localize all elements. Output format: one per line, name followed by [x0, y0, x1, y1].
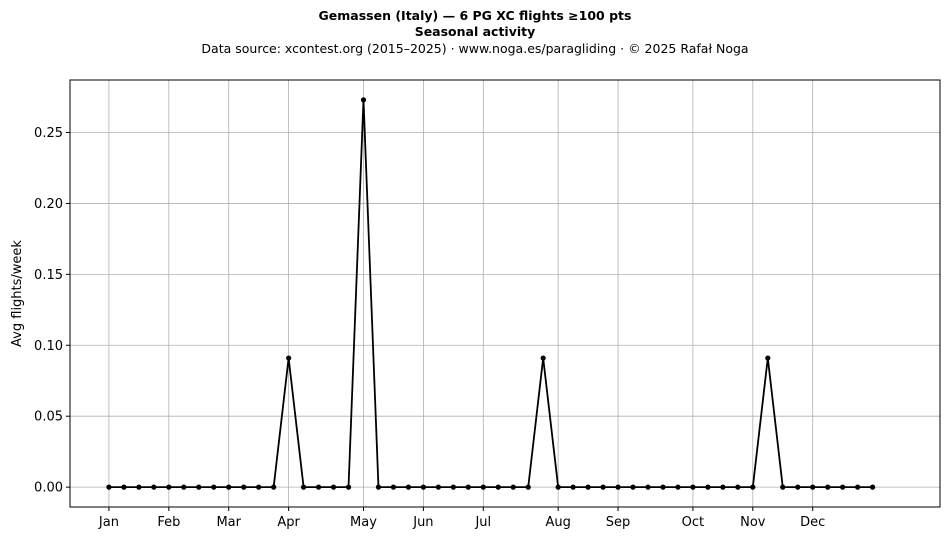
data-point	[690, 484, 696, 490]
data-point	[615, 484, 621, 490]
chart-title: Gemassen (Italy) — 6 PG XC flights ≥100 …	[318, 8, 632, 23]
data-point	[480, 484, 486, 490]
data-point	[660, 484, 666, 490]
x-tick-label: Sep	[606, 515, 631, 530]
y-axis-label: Avg flights/week	[10, 240, 25, 347]
data-point	[360, 97, 367, 103]
y-tick-label: 0.20	[34, 197, 63, 212]
data-point	[780, 484, 786, 490]
data-point	[555, 484, 561, 490]
data-point	[330, 484, 337, 490]
data-point	[675, 484, 681, 490]
title-block: Gemassen (Italy) — 6 PG XC flights ≥100 …	[0, 8, 950, 58]
data-point	[256, 484, 262, 490]
data-point	[735, 484, 741, 490]
data-point	[241, 484, 247, 490]
x-tick-label: Jun	[412, 515, 433, 530]
data-point	[166, 484, 172, 490]
axes-frame	[69, 79, 941, 508]
data-point	[405, 484, 412, 490]
data-point	[585, 484, 591, 490]
x-tick-label: May	[350, 515, 377, 530]
y-tick-label: 0.25	[34, 126, 63, 141]
data-point	[540, 355, 546, 361]
y-tick-label: 0.15	[34, 268, 63, 283]
data-point	[645, 484, 651, 490]
data-point	[810, 484, 816, 490]
data-point	[600, 484, 606, 490]
data-point	[375, 484, 382, 490]
data-point	[226, 484, 232, 490]
x-tick-label: Nov	[740, 515, 766, 530]
x-tick-label: Feb	[157, 515, 180, 530]
data-point	[420, 484, 426, 490]
data-point	[181, 484, 187, 490]
chart-subtitle: Data source: xcontest.org (2015–2025) · …	[201, 41, 749, 56]
data-point	[510, 484, 516, 490]
data-point	[435, 484, 441, 490]
x-tick-label: Dec	[800, 515, 825, 530]
chart-title-line2: Seasonal activity	[414, 24, 536, 39]
data-point	[390, 484, 397, 490]
y-tick-label: 0.05	[34, 410, 63, 425]
data-point	[840, 484, 846, 490]
x-tick-label: Jan	[98, 515, 119, 530]
data-point	[630, 484, 636, 490]
data-point	[720, 484, 726, 490]
data-point	[765, 355, 771, 361]
data-point	[106, 484, 112, 490]
data-point	[271, 484, 277, 490]
x-tick-label: Jul	[474, 515, 491, 530]
data-point	[450, 484, 456, 490]
y-tick-label: 0.00	[34, 481, 63, 496]
data-point	[465, 484, 471, 490]
data-point	[300, 484, 307, 490]
data-point	[345, 484, 352, 490]
x-tick-label: Oct	[682, 515, 704, 530]
x-tick-label: Mar	[216, 515, 241, 530]
data-point	[495, 484, 501, 490]
data-point	[136, 484, 142, 490]
data-point	[705, 484, 711, 490]
data-point	[825, 484, 831, 490]
y-tick-label: 0.10	[34, 339, 63, 354]
data-point	[286, 355, 292, 361]
data-point	[750, 484, 756, 490]
data-point	[570, 484, 576, 490]
x-tick-label: Aug	[545, 515, 570, 530]
data-point	[196, 484, 202, 490]
data-point	[315, 484, 322, 490]
series-line	[108, 98, 873, 489]
x-tick-label: Apr	[277, 515, 300, 530]
data-point	[211, 484, 217, 490]
data-point	[855, 484, 861, 490]
data-point	[795, 484, 801, 490]
data-point	[151, 484, 157, 490]
data-point	[525, 484, 531, 490]
data-point	[121, 484, 127, 490]
data-point	[870, 484, 876, 490]
